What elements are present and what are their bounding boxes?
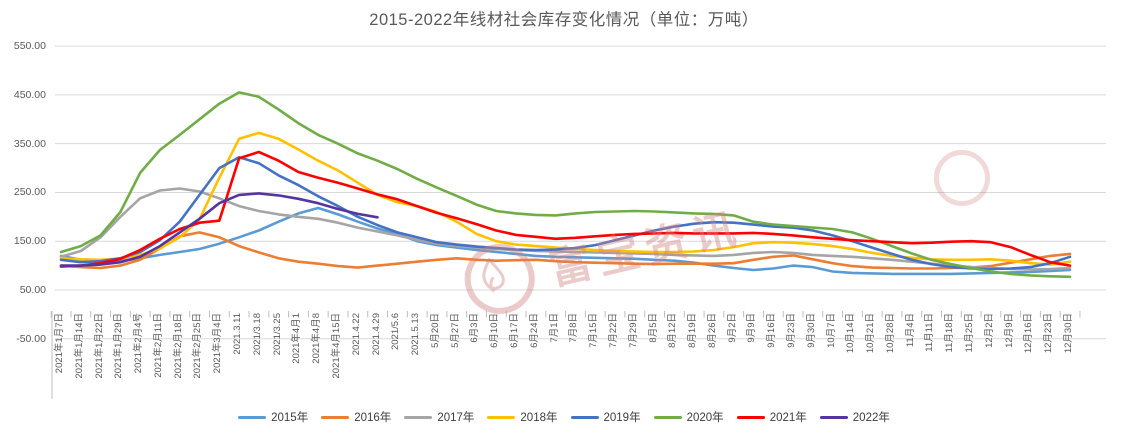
x-axis-label: 7月8日 (568, 313, 580, 343)
x-axis-label: 12月9日 (1003, 313, 1015, 348)
x-axis-label: 2021年3月4日 (212, 313, 224, 374)
x-axis-label: 9月23日 (786, 313, 797, 348)
x-axis-label: 9月2日 (726, 313, 738, 343)
x-axis-label: 2021/5.6 (390, 313, 402, 350)
x-axis-label: 10月21日 (865, 313, 877, 354)
x-axis-label: 2021.4.22 (350, 313, 362, 356)
legend-item-2015: 2015年 (238, 409, 308, 425)
x-axis-label: 9月16日 (766, 313, 778, 348)
y-axis-label: 450.00 (13, 88, 46, 101)
x-axis-label: 8月26日 (706, 313, 718, 348)
legend-swatch-icon (238, 415, 267, 419)
legend-item-2017: 2017年 (404, 409, 474, 425)
x-axis-label: 12月16日 (1023, 313, 1035, 354)
x-axis-label: 10月14日 (845, 313, 857, 354)
legend-label: 2022年 (852, 412, 890, 424)
legend-item-2021: 2021年 (736, 409, 807, 425)
x-axis-label: 8月5日 (647, 313, 659, 343)
x-axis-label: 2021年2月25日 (192, 313, 204, 379)
x-axis-label: 11月18日 (944, 313, 956, 353)
x-axis-label: 2021年2月4号 (133, 313, 145, 374)
x-axis-label: 6月24日 (528, 313, 540, 348)
x-axis-label: 11月11日 (924, 313, 936, 352)
x-axis-label: 7月1日 (548, 313, 560, 343)
y-axis-label: 550.00 (13, 40, 46, 53)
x-axis-label: 7月29日 (627, 313, 639, 348)
x-axis-label: 2021.5.13 (410, 313, 422, 356)
legend-swatch-icon (736, 415, 765, 419)
x-axis-label: 9月9日 (746, 313, 758, 343)
legend-label: 2019年 (603, 412, 641, 424)
x-axis-label: 2021年1月22日 (93, 313, 105, 379)
chart-title: 2015-2022年线材社会库存变化情况（单位：万吨） (369, 11, 759, 29)
x-axis-label: 7月22日 (607, 313, 619, 348)
x-axis-label: 2021.3.11 (232, 313, 244, 355)
legend-label: 2015年 (271, 412, 309, 424)
x-axis-label: 2021/3.25 (271, 313, 283, 356)
x-axis-label: 2021年1月29日 (113, 313, 125, 379)
x-axis-label: 7月15日 (588, 313, 600, 348)
legend-item-2019: 2019年 (570, 409, 641, 425)
x-axis-label: 9月30日 (805, 313, 817, 348)
x-axis-label: 2021/3.18 (251, 313, 263, 356)
x-axis-label: 10月28日 (884, 313, 896, 354)
x-axis-label: 5月27日 (449, 313, 461, 348)
legend-label: 2021年 (769, 412, 807, 424)
x-axis-label: 2021年1月14日 (73, 313, 85, 379)
x-axis-label: 11月4日 (904, 313, 916, 348)
x-axis-label: 2021年1月7日 (54, 313, 65, 374)
x-axis-label: 2021年2月18日 (172, 313, 184, 379)
x-axis-label: 5月20日 (429, 313, 441, 348)
x-axis-label: 2021年2月11日 (152, 313, 164, 378)
legend-label: 2020年 (686, 412, 724, 424)
x-axis-label: 2021年4月15日 (330, 313, 342, 379)
y-axis-label: -50.00 (16, 332, 46, 345)
legend-label: 2018年 (520, 412, 558, 424)
x-axis-label: 10月7日 (825, 313, 837, 348)
x-axis-label: 11月25日 (964, 313, 976, 353)
legend-swatch-icon (321, 415, 350, 419)
legend-swatch-icon (653, 415, 682, 419)
x-axis-label: 8月12日 (667, 313, 679, 348)
legend-item-2018: 2018年 (487, 409, 558, 425)
series-line-2021 (59, 150, 1072, 268)
x-axis-label: 2021.4.29 (370, 313, 382, 356)
y-axis-label: 150.00 (13, 235, 46, 248)
legend-swatch-icon (404, 415, 433, 419)
series-line-2017 (59, 187, 1072, 271)
legend-item-2022: 2022年 (819, 409, 890, 425)
legend-swatch-icon (570, 415, 599, 419)
legend-item-2020: 2020年 (653, 409, 724, 425)
series-line-2019 (59, 156, 1072, 271)
series-line-2020 (59, 91, 1072, 279)
legend-swatch-icon (819, 415, 848, 419)
x-axis-label: 6月10日 (489, 313, 501, 348)
x-axis-label: 8月19日 (687, 313, 699, 348)
y-axis-label: 350.00 (13, 137, 46, 150)
x-axis-label: 6月17日 (509, 313, 521, 348)
legend: 2015年 2016年 2017年 2018年 2019年 2020年 2021年 2022年 (0, 409, 1128, 425)
legend-item-2016: 2016年 (321, 409, 391, 425)
legend-label: 2016年 (354, 412, 392, 424)
series-line-2022 (59, 192, 379, 267)
series-line-2016 (59, 231, 1072, 270)
x-axis-label: 2021年4月1 (291, 313, 303, 364)
x-axis-label: 12月2日 (983, 313, 995, 348)
legend-swatch-icon (487, 415, 516, 419)
x-axis-label: 6月3日 (469, 313, 481, 343)
x-axis-label: 12月30日 (1062, 313, 1074, 354)
x-axis-label: 2021年4月8 (311, 313, 323, 364)
legend-label: 2017年 (437, 412, 475, 424)
y-axis-label: 250.00 (13, 186, 46, 199)
y-axis-label: 50.00 (19, 284, 46, 296)
x-axis-label: 12月23日 (1043, 313, 1055, 354)
